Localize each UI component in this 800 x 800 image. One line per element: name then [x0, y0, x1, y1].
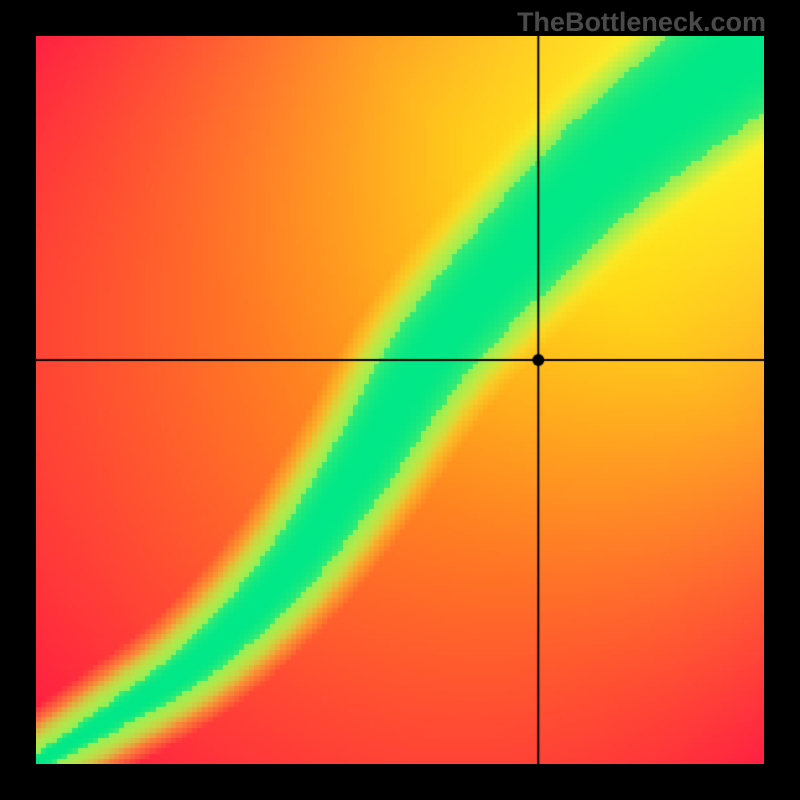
bottleneck-heatmap	[36, 36, 764, 764]
watermark-text: TheBottleneck.com	[517, 7, 766, 38]
chart-stage: TheBottleneck.com	[0, 0, 800, 800]
